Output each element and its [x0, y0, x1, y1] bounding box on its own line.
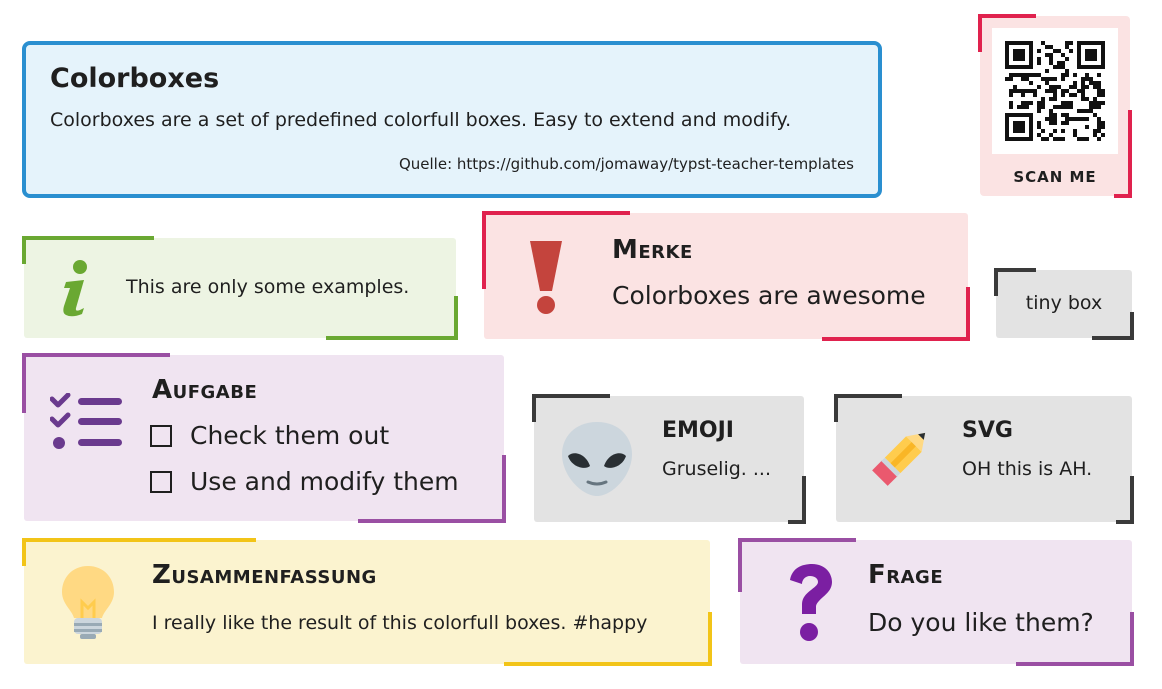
question-mark-icon — [790, 564, 832, 641]
merke-title: Merke — [612, 235, 693, 265]
svg-text: OH this is AH. — [962, 458, 1093, 480]
svg-corner-bottom — [1116, 476, 1134, 524]
info-icon — [63, 260, 87, 317]
info-box: This are only some examples. — [22, 236, 458, 340]
emoji-corner-bottom — [788, 476, 806, 524]
checkbox[interactable] — [150, 425, 172, 447]
zusammenfassung-text: I really like the result of this colorfu… — [152, 612, 648, 634]
checklist-icon — [50, 393, 122, 449]
intro-box: Colorboxes Colorboxes are a set of prede… — [22, 41, 882, 198]
task-item[interactable]: Use and modify them — [150, 467, 459, 496]
aufgabe-box: Aufgabe Check them out Use and modify th… — [22, 353, 506, 523]
emoji-title: EMOJI — [662, 418, 734, 443]
task-item[interactable]: Check them out — [150, 421, 389, 450]
task-label: Check them out — [190, 421, 390, 450]
qr-code-area[interactable] — [992, 28, 1118, 154]
lightbulb-icon — [62, 566, 114, 639]
info-corner-bottom — [326, 296, 458, 340]
merke-box: Merke Colorboxes are awesome — [482, 211, 970, 341]
info-text: This are only some examples. — [126, 276, 410, 298]
emoji-box: EMOJI Gruselig. ... — [532, 394, 806, 524]
zusammenfassung-box: Zusammenfassung I really like the result… — [22, 538, 712, 666]
svg-title: SVG — [962, 418, 1013, 443]
intro-text: Colorboxes are a set of predefined color… — [50, 109, 792, 131]
aufgabe-title: Aufgabe — [152, 375, 258, 405]
qr-label: SCAN ME — [1013, 168, 1097, 186]
intro-title: Colorboxes — [50, 63, 220, 94]
frage-title: Frage — [868, 560, 944, 590]
emoji-text: Gruselig. ... — [662, 458, 771, 480]
merke-text: Colorboxes are awesome — [612, 281, 926, 310]
svg-box: SVG OH this is AH. — [834, 394, 1134, 524]
qr-code-icon — [1005, 41, 1105, 141]
tiny-text: tiny box — [1025, 292, 1103, 314]
tiny-box: tiny box — [994, 268, 1134, 340]
pencil-icon — [872, 432, 926, 486]
exclamation-icon — [530, 241, 562, 314]
alien-icon — [562, 422, 632, 496]
frage-box: Frage Do you like them? — [738, 538, 1134, 666]
intro-source: Quelle: https://github.com/jomaway/typst… — [398, 155, 854, 173]
zusammenfassung-title: Zusammenfassung — [152, 560, 377, 590]
tiny-corner-bottom — [1092, 312, 1134, 340]
qr-box: SCAN ME — [978, 14, 1132, 198]
task-label: Use and modify them — [190, 467, 459, 496]
checkbox[interactable] — [150, 471, 172, 493]
frage-text: Do you like them? — [868, 608, 1094, 637]
